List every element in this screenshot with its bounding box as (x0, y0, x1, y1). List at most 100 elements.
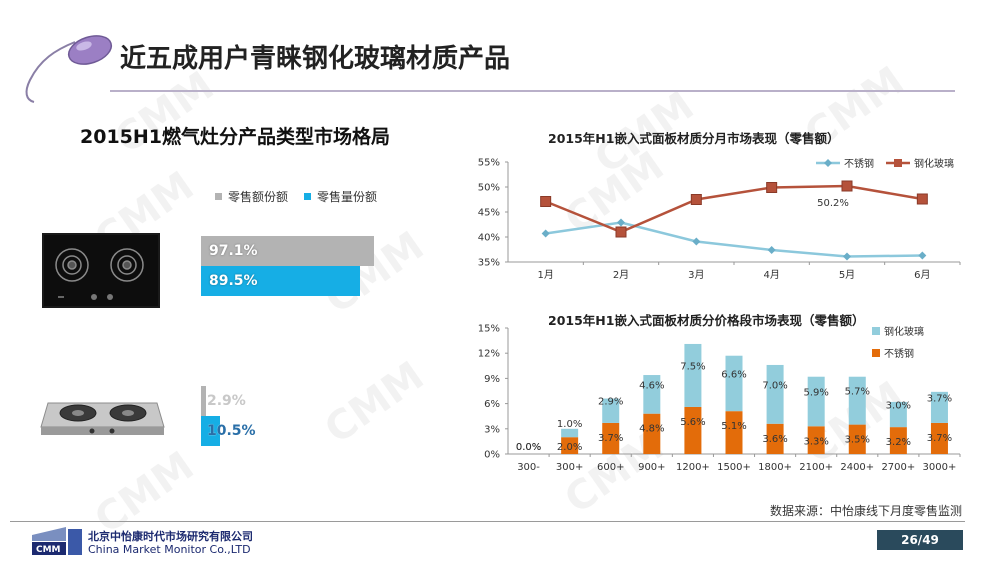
share-bar-volume (201, 416, 220, 446)
series-line (545, 221, 923, 258)
line-chart-title: 2015年H1嵌入式面板材质分月市场表现（零售额） (548, 131, 840, 146)
x-tick-label: 600+ (597, 462, 624, 473)
data-label-glass: 6.6% (721, 369, 746, 380)
share-bar-volume (201, 266, 361, 296)
data-label-stainless: 4.8% (639, 424, 664, 435)
legend-label-sales-volume: 零售量份额 (317, 190, 378, 204)
x-tick-label: 900+ (638, 462, 665, 473)
data-label-glass: 3.7% (927, 393, 952, 404)
data-point (692, 237, 701, 246)
bar-segment-glass (848, 376, 866, 425)
x-tick-label: 3000+ (923, 462, 957, 473)
x-tick-label: 2700+ (881, 462, 915, 473)
data-point (690, 194, 702, 205)
bar-segment-stainless (643, 413, 661, 454)
bar-segment-stainless (807, 426, 825, 454)
footer-divider (10, 521, 965, 522)
legend-label: 不锈钢 (884, 347, 914, 360)
data-point (541, 229, 550, 238)
data-point (617, 218, 625, 227)
page-number: 26/49 (877, 530, 963, 550)
data-label-glass: 1.0% (557, 419, 582, 430)
x-tick-label: 2400+ (840, 462, 874, 473)
y-tick-label: 35% (478, 258, 500, 269)
bar-segment-glass (684, 343, 702, 407)
data-label-glass: 7.5% (680, 361, 705, 372)
data-label-glass: 5.7% (845, 387, 870, 398)
data-point (918, 251, 927, 260)
bar-segment-glass (725, 355, 743, 412)
x-tick-label: 1月 (537, 269, 553, 281)
data-label-glass: 2.9% (598, 397, 623, 408)
data-label-glass: 3.0% (886, 401, 911, 412)
bar-segment-stainless (684, 406, 702, 454)
glass-stove-image (42, 233, 160, 308)
title-divider (110, 90, 955, 92)
data-label-glass: 4.6% (639, 380, 664, 391)
y-tick-label: 45% (478, 208, 500, 219)
legend-label-sales-value: 零售额份额 (228, 190, 289, 204)
legend-label: 钢化玻璃 (914, 157, 954, 170)
legend-swatch-sales-volume (304, 193, 312, 200)
y-tick-label: 40% (478, 233, 500, 244)
left-legend: 零售额份额 零售量份额 (215, 188, 377, 205)
legend-label: 钢化玻璃 (884, 325, 924, 338)
left-panel-heading: 2015H1燃气灶分产品类型市场格局 (80, 126, 391, 148)
data-point (843, 252, 851, 261)
share-bar-value (201, 386, 207, 416)
legend-label: 不锈钢 (844, 157, 874, 170)
data-label-stainless: 3.2% (886, 437, 911, 448)
x-tick-label: 300- (517, 462, 540, 473)
slide-title: 近五成用户青睐钢化玻璃材质产品 (120, 44, 511, 74)
x-tick-label: 1200+ (676, 462, 710, 473)
data-label-glass: 5.9% (803, 388, 828, 399)
bar-segment-glass (930, 391, 948, 423)
bar-segment-stainless (766, 423, 784, 454)
data-label-glass: 7.0% (762, 380, 787, 391)
x-tick-label: 2月 (613, 269, 629, 281)
data-label: 50.2% (817, 198, 849, 209)
data-label-stainless: 0.0% (516, 442, 541, 453)
share-bar-label: 2.9% (207, 393, 246, 409)
data-point (767, 246, 776, 254)
bar-segment-stainless (930, 422, 948, 454)
y-tick-label: 3% (484, 424, 500, 435)
y-tick-label: 50% (478, 183, 500, 194)
bar-segment-glass (766, 364, 784, 424)
y-tick-label: 9% (484, 374, 500, 385)
data-label-stainless: 3.7% (598, 433, 623, 444)
share-bar-label: 89.5% (209, 273, 258, 289)
x-tick-label: 1800+ (758, 462, 792, 473)
data-label-stainless: 3.7% (927, 433, 952, 444)
legend-swatch-sales-value (215, 193, 222, 200)
stacked-chart-title: 2015年H1嵌入式面板材质分价格段市场表现（零售额） (548, 313, 865, 328)
y-tick-label: 55% (478, 158, 500, 169)
x-tick-label: 300+ (556, 462, 583, 473)
share-bar-label: 97.1% (209, 243, 258, 259)
bar-segment-glass (807, 376, 825, 427)
data-point (540, 196, 552, 207)
data-point (766, 182, 778, 193)
x-tick-label: 4月 (763, 269, 779, 281)
bar-segment-stainless (889, 427, 907, 454)
legend-marker (824, 159, 832, 167)
x-tick-label: 5月 (839, 269, 855, 281)
data-label-stainless: 5.6% (680, 417, 705, 428)
source-note: 数据来源：中怡康线下月度零售监测 (769, 504, 962, 518)
data-label-stainless: 3.5% (845, 435, 870, 446)
data-point (916, 193, 928, 205)
company-logo: CMM (32, 527, 82, 555)
y-tick-label: 12% (478, 349, 500, 360)
data-label-stainless: 3.3% (803, 436, 828, 447)
data-point (615, 226, 627, 238)
share-bar-label: 10.5% (207, 423, 256, 439)
data-label-stainless: 5.1% (721, 421, 746, 432)
bar-segment-stainless (602, 422, 620, 454)
monthly-line-chart: 35% 40% 45% 50% 55% 1月 2月 3月 4月 5月 6月 50.2% 不锈钢 钢化玻璃 (478, 157, 961, 281)
y-tick-label: 0% (484, 450, 500, 461)
x-tick-label: 3月 (688, 269, 704, 281)
bar-segment-glass (643, 375, 661, 414)
x-tick-label: 1500+ (717, 462, 751, 473)
price-segment-stacked-chart: 0%3%6%9%12%15%0.0%0.0%300-2.0%1.0%300+3.… (478, 324, 961, 473)
bar-segment-glass (602, 398, 620, 423)
